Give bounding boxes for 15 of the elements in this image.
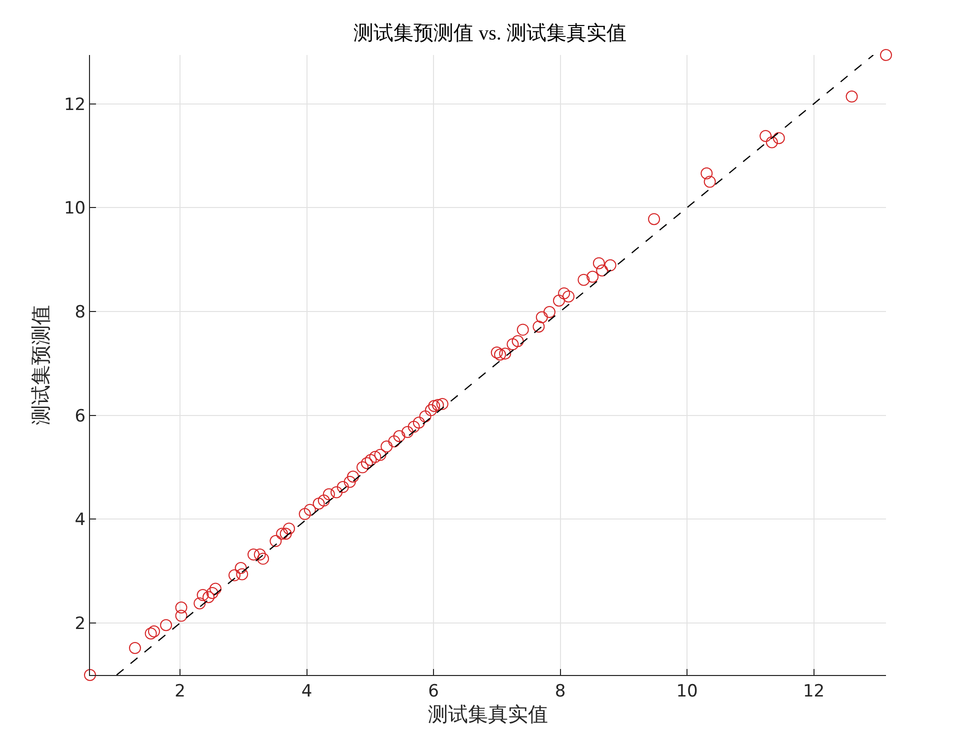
y-tick-label: 8	[74, 302, 86, 322]
x-tick-label: 8	[554, 681, 566, 702]
x-axis-title: 测试集真实值	[428, 704, 548, 726]
y-tick-label: 2	[74, 614, 86, 634]
x-tick-label: 12	[802, 681, 825, 702]
y-tick-label: 6	[74, 406, 86, 426]
y-tick-label: 4	[74, 510, 86, 530]
x-tick-label: 10	[676, 681, 698, 702]
x-tick-label: 6	[428, 681, 439, 702]
y-axis-title: 测试集预测值	[30, 305, 52, 425]
x-tick-label: 4	[301, 681, 312, 702]
chart-title: 测试集预测值 vs. 测试集真实值	[354, 22, 626, 45]
y-tick-label: 12	[64, 94, 86, 115]
x-tick-label: 2	[174, 681, 186, 702]
y-tick-label: 10	[64, 198, 86, 219]
